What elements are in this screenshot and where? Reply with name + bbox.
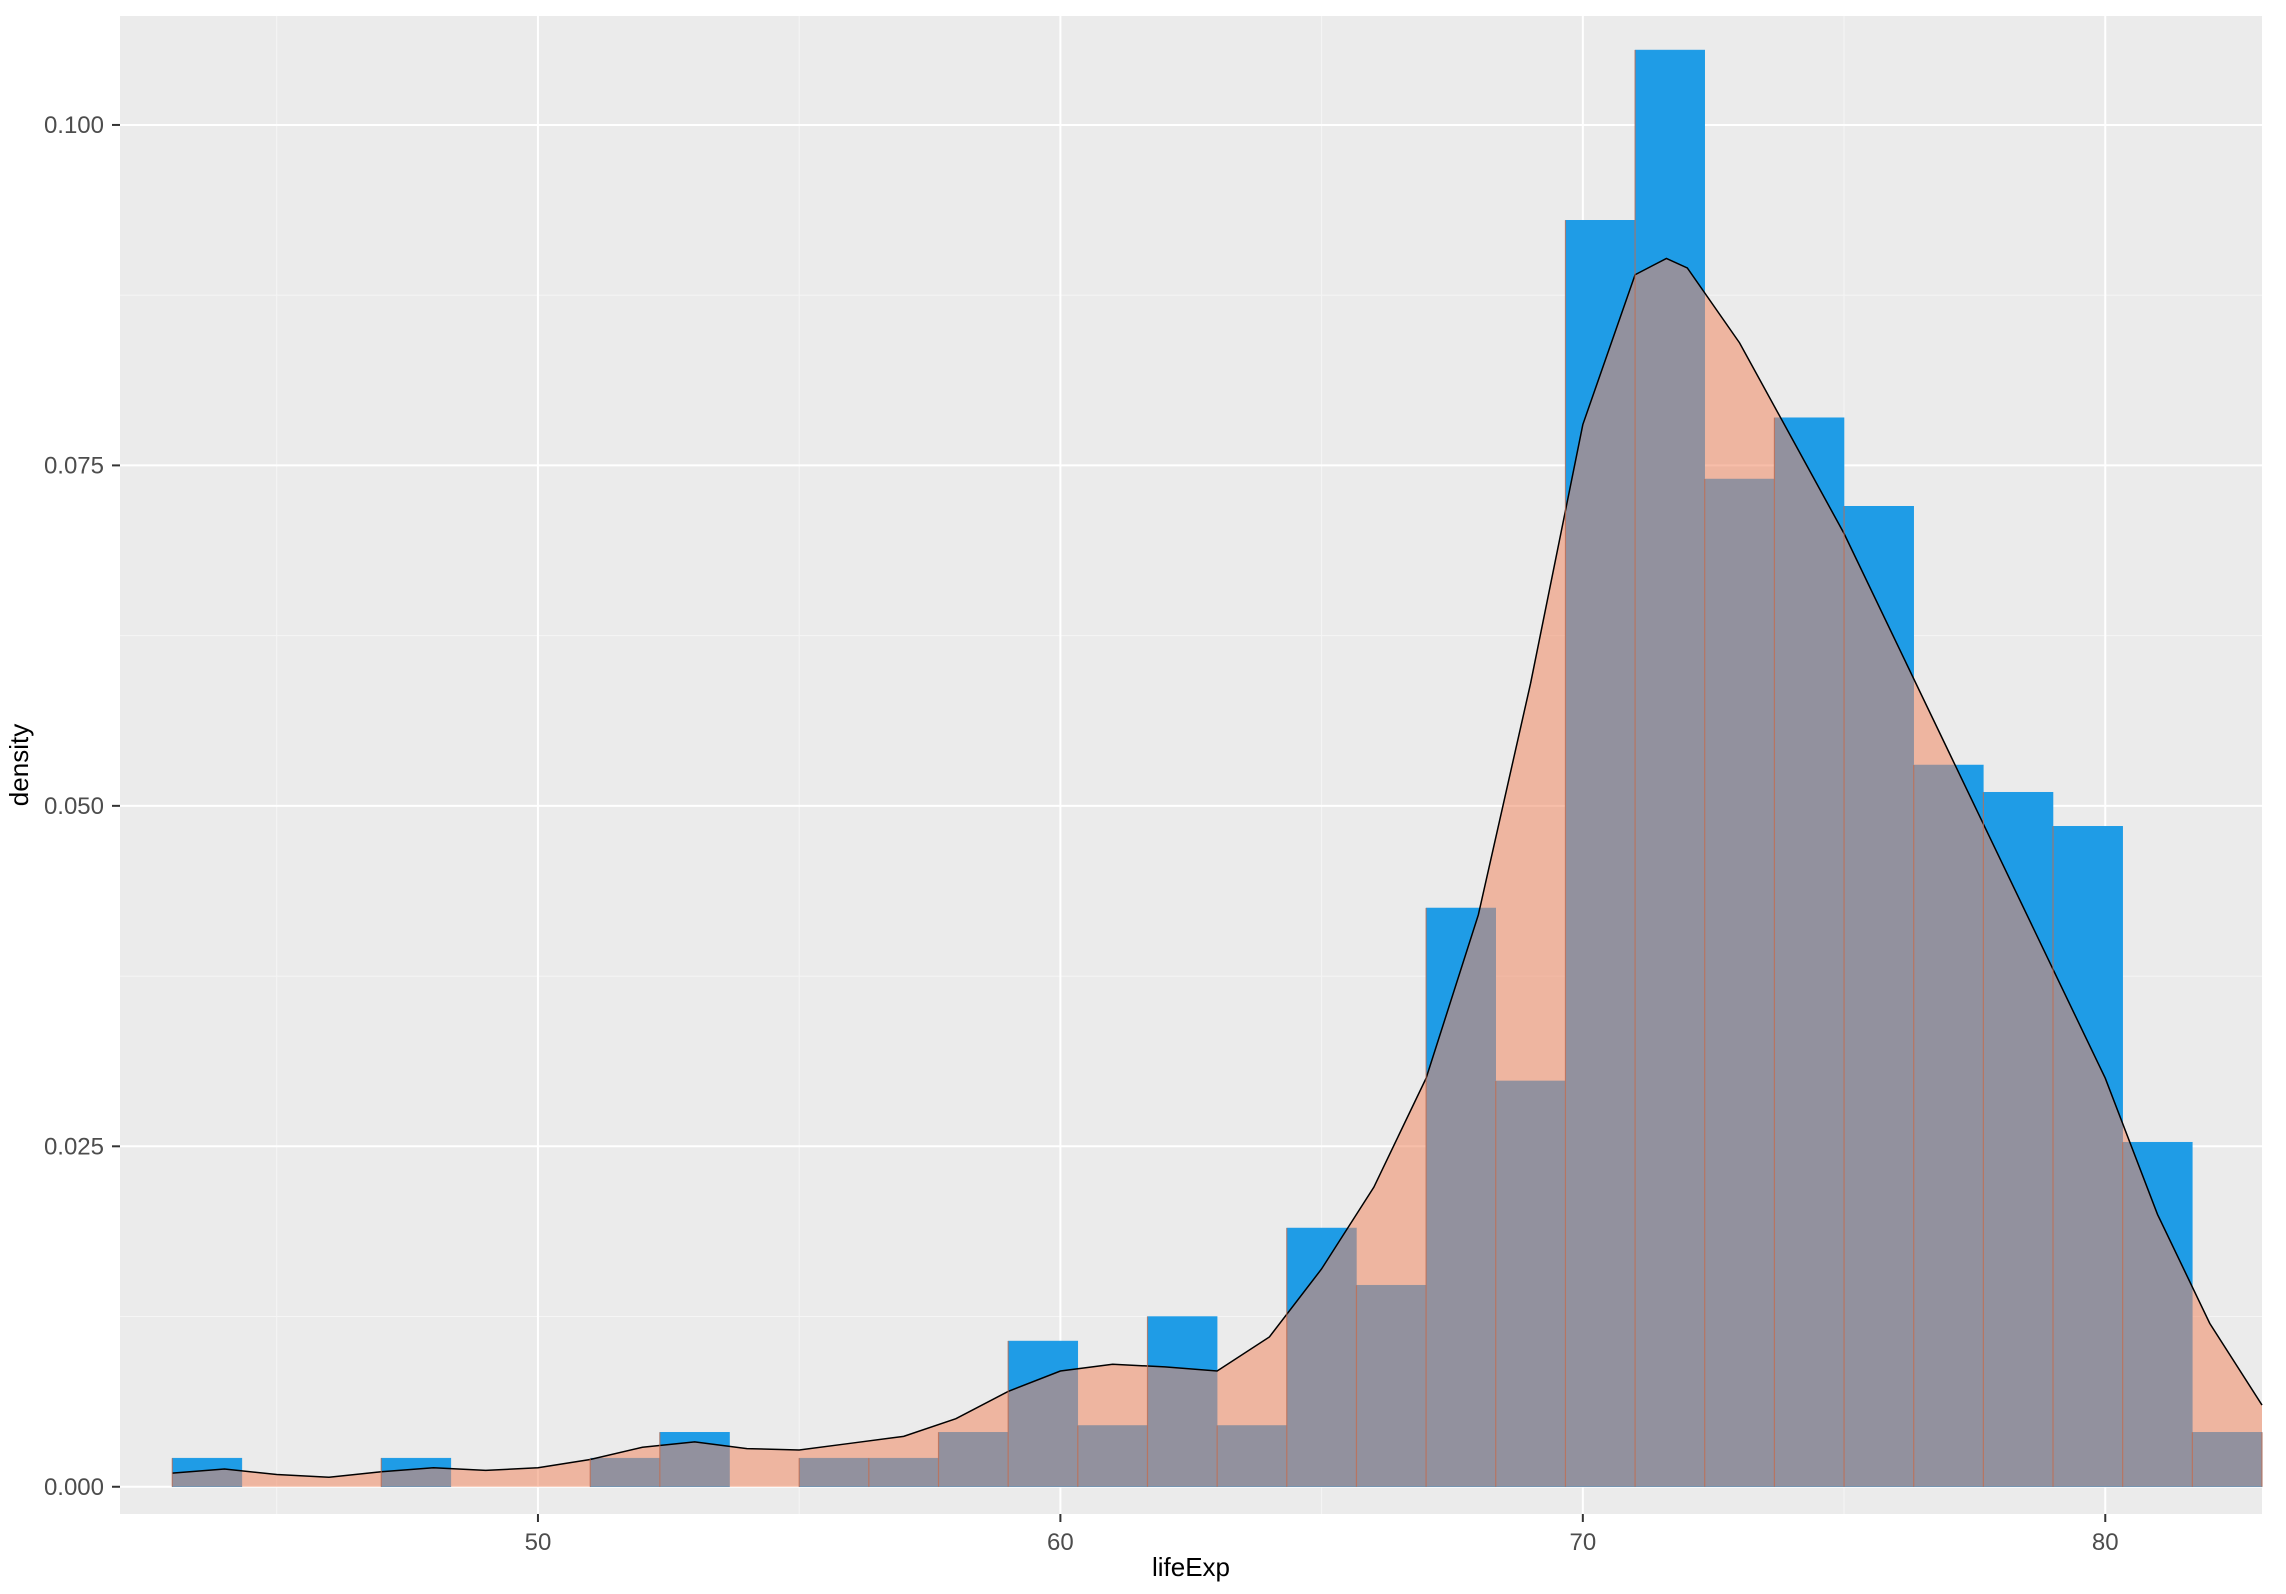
- density-histogram-chart: 50 60 70 80 0.000 0.025 0.050 0.075 0.100 lifeExp…: [0, 0, 2286, 1594]
- x-tick-label: 50: [525, 1529, 552, 1556]
- x-tick-label: 70: [1569, 1529, 1596, 1556]
- y-tick-label: 0.075: [44, 452, 104, 479]
- x-tick-label: 80: [2092, 1529, 2119, 1556]
- y-tick-label: 0.050: [44, 793, 104, 820]
- y-tick-label: 0.000: [44, 1474, 104, 1501]
- chart-container: 50 60 70 80 0.000 0.025 0.050 0.075 0.100 lifeExp…: [0, 0, 2286, 1594]
- y-tick-label: 0.025: [44, 1133, 104, 1160]
- y-axis-title: density: [4, 724, 34, 806]
- x-axis-title: lifeExp: [1152, 1552, 1230, 1582]
- y-tick-label: 0.100: [44, 112, 104, 139]
- x-tick-label: 60: [1047, 1529, 1074, 1556]
